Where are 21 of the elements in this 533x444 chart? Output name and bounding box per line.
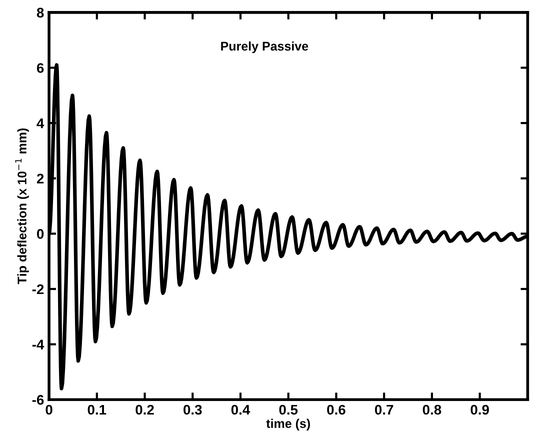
- annotation: Purely Passive: [221, 41, 308, 54]
- x-tick-label: 0.1: [88, 404, 106, 415]
- y-tick-label: 2: [36, 174, 44, 184]
- y-tick-label: 8: [36, 8, 44, 18]
- y-tick-label: -4: [32, 340, 44, 350]
- x-tick-label: 0.8: [422, 404, 442, 415]
- y-tick-label: -2: [32, 284, 44, 294]
- x-axis-title: time (s): [266, 418, 310, 430]
- x-tick-label: 0.2: [136, 404, 154, 415]
- x-tick-label: 0.3: [184, 404, 202, 415]
- x-tick-label: 0.9: [470, 404, 489, 415]
- x-tick-label: 0: [46, 404, 52, 415]
- x-tick-label: 0.6: [327, 404, 346, 415]
- x-tick-label: 0.5: [279, 404, 298, 415]
- y-tick-label: 0: [37, 229, 44, 239]
- y-tick-label: 6: [36, 63, 44, 73]
- y-axis-title: Tip deflection (x 10$^{−1}$ mm): [15, 128, 29, 284]
- y-tick-label: 4: [36, 118, 44, 128]
- x-tick-label: 0.4: [231, 404, 250, 415]
- x-tick-label: 0.7: [374, 404, 394, 415]
- y-tick-label: -6: [32, 394, 44, 405]
